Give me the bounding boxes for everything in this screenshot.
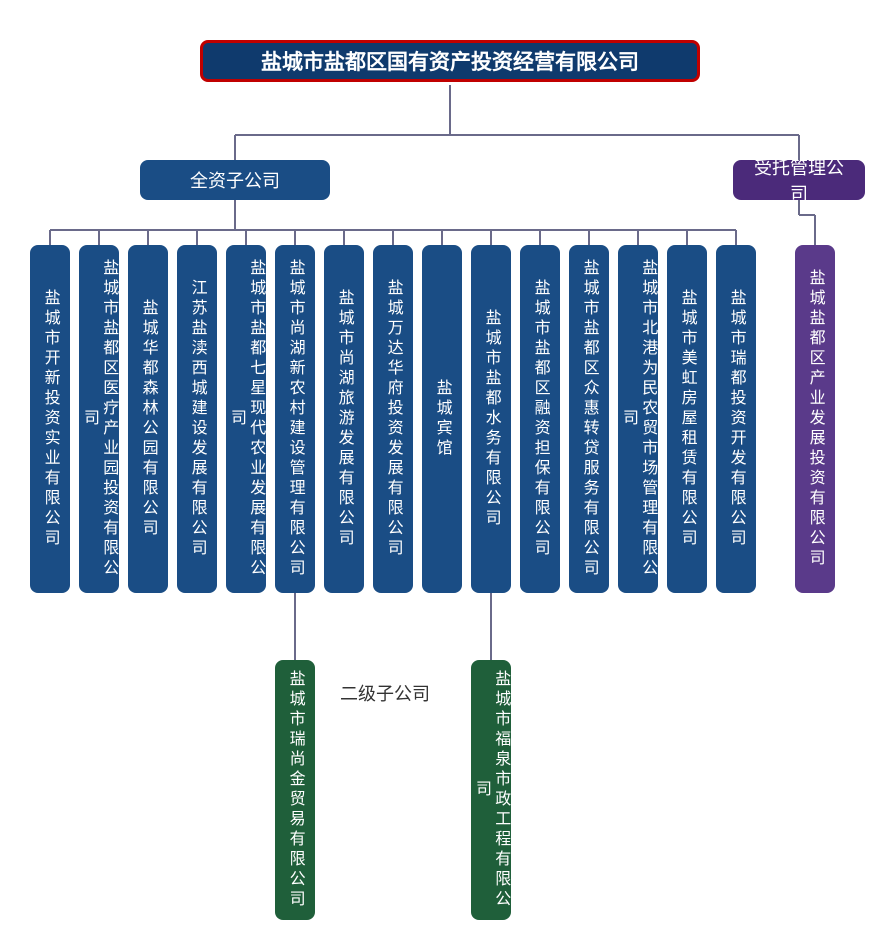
leaf-node: 盐城市开新投资实业有限公司 [30,245,70,593]
sub-leaf-node: 盐城市福泉市政工程有限公司 [471,660,511,920]
leaf-node: 盐城市北港为民农贸市场管理有限公司 [618,245,658,593]
leaf-node: 盐城市盐都七星现代农业发展有限公司 [226,245,266,593]
leaf-node: 盐城市盐都区医疗产业园投资有限公司 [79,245,119,593]
leaf-node: 盐城盐都区产业发展投资有限公司 [795,245,835,593]
mid-right-label: 受托管理公司 [753,154,845,206]
mid-node-entrusted: 受托管理公司 [733,160,865,200]
leaf-node: 盐城市盐都区众惠转贷服务有限公司 [569,245,609,593]
leaf-node: 江苏盐渎西城建设发展有限公司 [177,245,217,593]
leaf-node: 盐城市尚湖旅游发展有限公司 [324,245,364,593]
leaf-node: 盐城市盐都水务有限公司 [471,245,511,593]
leaf-node: 盐城市瑞都投资开发有限公司 [716,245,756,593]
leaf-node: 盐城市盐都区融资担保有限公司 [520,245,560,593]
mid-left-label: 全资子公司 [190,167,280,193]
root-label: 盐城市盐都区国有资产投资经营有限公司 [261,46,639,76]
root-node: 盐城市盐都区国有资产投资经营有限公司 [200,40,700,82]
second-level-label: 二级子公司 [340,680,430,706]
leaf-node: 盐城市尚湖新农村建设管理有限公司 [275,245,315,593]
leaf-node: 盐城华都森林公园有限公司 [128,245,168,593]
sub-leaf-node: 盐城市瑞尚金贸易有限公司 [275,660,315,920]
org-chart: 盐城市盐都区国有资产投资经营有限公司 全资子公司 受托管理公司 盐城市开新投资实… [20,20,865,922]
leaf-node: 盐城宾馆 [422,245,462,593]
leaf-node: 盐城万达华府投资发展有限公司 [373,245,413,593]
leaf-node: 盐城市美虹房屋租赁有限公司 [667,245,707,593]
mid-node-wholly-owned: 全资子公司 [140,160,330,200]
